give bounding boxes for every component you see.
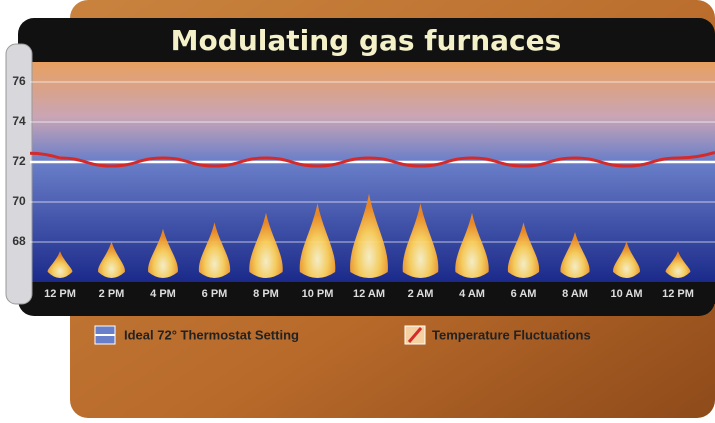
flame	[613, 241, 640, 278]
x-tick-label: 10 PM	[302, 288, 334, 300]
flame	[455, 212, 489, 278]
flame	[198, 222, 231, 278]
y-tick-label: 70	[12, 194, 26, 208]
chart-title: Modulating gas furnaces	[171, 24, 562, 57]
chart-layer: 68 70 72 74 76 12 PM 2 PM 4 PM 6 PM 8 PM 10 PM 12 A…	[12, 74, 715, 300]
flame	[402, 203, 439, 278]
y-tick-label: 74	[12, 114, 26, 128]
flame	[249, 212, 283, 278]
flame	[665, 251, 691, 278]
legend-label: Temperature Fluctuations	[432, 327, 591, 342]
flame	[350, 193, 388, 278]
y-tick-label: 72	[12, 154, 26, 168]
x-tick-label: 8 PM	[253, 288, 279, 300]
thermometer	[5, 43, 33, 305]
legend-swatch-line	[407, 327, 423, 343]
y-tick-label: 76	[12, 74, 26, 88]
x-tick-label: 6 AM	[511, 288, 537, 300]
x-tick-label: 10 AM	[611, 288, 643, 300]
legend-label: Ideal 72° Thermostat Setting	[124, 327, 299, 342]
x-tick-label: 2 PM	[99, 288, 125, 300]
x-tick-label: 12 PM	[44, 288, 76, 300]
flame	[299, 203, 336, 278]
flame	[98, 241, 125, 278]
flame	[148, 228, 178, 278]
x-tick-label: 2 AM	[408, 288, 434, 300]
series-line	[59, 156, 679, 168]
series-line-end	[29, 150, 715, 160]
flame	[560, 232, 590, 278]
x-tick-label: 8 AM	[562, 288, 588, 300]
x-tick-label: 4 AM	[459, 288, 485, 300]
x-tick-label: 4 PM	[150, 288, 176, 300]
flame	[507, 222, 540, 278]
x-tick-label: 6 PM	[202, 288, 228, 300]
x-tick-label: 12 AM	[353, 288, 385, 300]
flame	[47, 251, 73, 278]
x-tick-label: 12 PM	[662, 288, 694, 300]
time-bar	[30, 282, 715, 304]
y-tick-label: 68	[12, 234, 26, 248]
